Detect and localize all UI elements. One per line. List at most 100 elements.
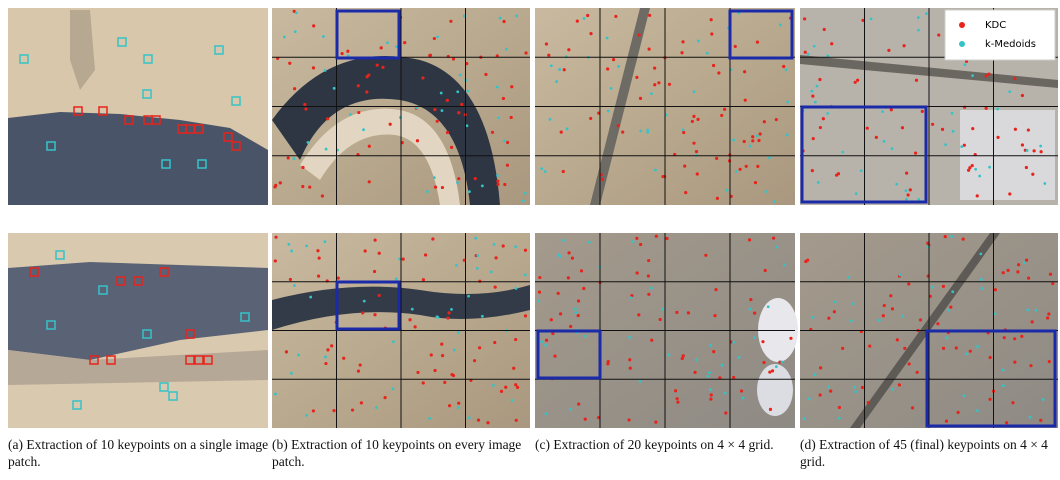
keypoint bbox=[683, 164, 686, 167]
keypoint bbox=[324, 356, 327, 359]
caption: (d) Extraction of 45 (final) keypoints o… bbox=[800, 436, 1060, 470]
keypoint bbox=[676, 397, 679, 400]
keypoint bbox=[373, 313, 376, 316]
keypoint bbox=[647, 48, 650, 51]
keypoint bbox=[429, 54, 432, 57]
keypoint bbox=[481, 315, 484, 318]
keypoint bbox=[332, 409, 335, 412]
keypoint bbox=[710, 32, 713, 35]
keypoint bbox=[545, 42, 548, 45]
keypoint bbox=[576, 20, 579, 23]
keypoint bbox=[1021, 143, 1024, 146]
keypoint bbox=[732, 376, 735, 379]
keypoint bbox=[416, 139, 419, 142]
figure: KDC k-Medoids (a) Extraction of 10 keypo… bbox=[0, 0, 1060, 480]
keypoint bbox=[896, 338, 899, 341]
keypoint bbox=[638, 33, 641, 36]
keypoint bbox=[882, 314, 885, 317]
keypoint bbox=[577, 314, 580, 317]
keypoint bbox=[378, 294, 381, 297]
keypoint bbox=[1025, 259, 1028, 262]
keypoint bbox=[457, 406, 460, 409]
keypoint bbox=[903, 347, 906, 350]
keypoint bbox=[468, 190, 471, 193]
image-panels bbox=[8, 8, 1058, 428]
keypoint bbox=[789, 337, 792, 340]
keypoint bbox=[351, 408, 354, 411]
keypoint bbox=[838, 406, 841, 409]
keypoint bbox=[297, 354, 300, 357]
keypoint bbox=[630, 296, 633, 299]
keypoint bbox=[743, 70, 746, 73]
keypoint bbox=[403, 41, 406, 44]
keypoint bbox=[359, 363, 362, 366]
keypoint bbox=[324, 240, 327, 243]
keypoint bbox=[887, 49, 890, 52]
keypoint bbox=[889, 294, 892, 297]
keypoint bbox=[833, 310, 836, 313]
keypoint bbox=[491, 131, 494, 134]
keypoint bbox=[424, 253, 427, 256]
keypoint bbox=[375, 406, 378, 409]
keypoint bbox=[650, 339, 653, 342]
keypoint bbox=[1046, 316, 1049, 319]
keypoint bbox=[905, 172, 908, 175]
keypoint bbox=[853, 386, 856, 389]
keypoint bbox=[734, 45, 737, 48]
keypoint bbox=[426, 190, 429, 193]
keypoint bbox=[505, 48, 508, 51]
keypoint bbox=[782, 65, 785, 68]
keypoint bbox=[772, 237, 775, 240]
keypoint bbox=[803, 417, 806, 420]
keypoint bbox=[1013, 361, 1016, 364]
keypoint bbox=[965, 352, 968, 355]
keypoint bbox=[693, 371, 696, 374]
keypoint bbox=[317, 274, 320, 277]
keypoint bbox=[696, 118, 699, 121]
keypoint bbox=[446, 131, 449, 134]
keypoint bbox=[364, 249, 367, 252]
keypoint bbox=[436, 35, 439, 38]
keypoint bbox=[474, 177, 477, 180]
keypoint bbox=[496, 174, 499, 177]
keypoint bbox=[571, 257, 574, 260]
keypoint bbox=[637, 313, 640, 316]
keypoint bbox=[693, 90, 696, 93]
keypoint bbox=[557, 292, 560, 295]
keypoint bbox=[735, 170, 738, 173]
keypoint bbox=[838, 417, 841, 420]
keypoint bbox=[756, 41, 759, 44]
keypoint bbox=[1049, 273, 1052, 276]
keypoint bbox=[1002, 271, 1005, 274]
keypoint bbox=[287, 156, 290, 159]
keypoint bbox=[468, 416, 471, 419]
keypoint bbox=[950, 235, 953, 238]
keypoint bbox=[974, 168, 977, 171]
keypoint bbox=[812, 316, 815, 319]
keypoint bbox=[866, 127, 869, 130]
keypoint bbox=[960, 145, 963, 148]
keypoint bbox=[569, 325, 572, 328]
keypoint bbox=[441, 109, 444, 112]
keypoint bbox=[557, 253, 560, 256]
keypoint bbox=[668, 353, 671, 356]
keypoint bbox=[684, 191, 687, 194]
keypoint bbox=[1031, 173, 1034, 176]
keypoint bbox=[386, 41, 389, 44]
keypoint bbox=[756, 134, 759, 137]
keypoint bbox=[945, 420, 948, 423]
keypoint bbox=[804, 260, 807, 263]
keypoint bbox=[955, 346, 958, 349]
keypoint bbox=[421, 76, 424, 79]
keypoint bbox=[515, 419, 518, 422]
keypoint bbox=[653, 83, 656, 86]
keypoint bbox=[916, 371, 919, 374]
keypoint bbox=[870, 18, 873, 21]
keypoint bbox=[416, 371, 419, 374]
keypoint bbox=[854, 81, 857, 84]
keypoint bbox=[692, 115, 695, 118]
keypoint bbox=[769, 408, 772, 411]
keypoint bbox=[724, 411, 727, 414]
keypoint bbox=[504, 386, 507, 389]
keypoint bbox=[675, 311, 678, 314]
